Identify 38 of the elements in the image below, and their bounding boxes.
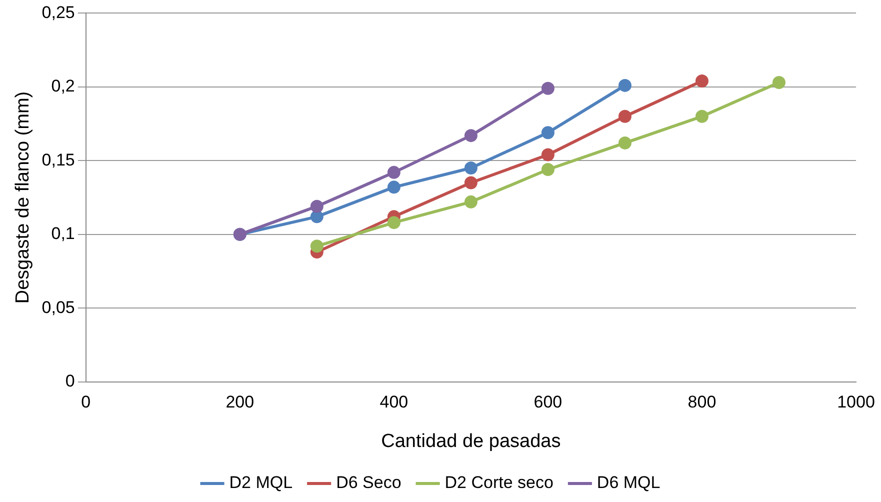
point [541,148,554,162]
point [618,78,632,92]
legend-label: D6 Seco [336,473,402,492]
y-tick-label: 0,15 [42,150,75,170]
y-tick-label: 0,05 [42,298,75,317]
x-axis-title: Cantidad de pasadas [381,430,561,452]
point [541,126,554,140]
point [310,240,324,253]
y-tick-label: 0,2 [51,76,75,96]
y-tick-label: 0,25 [42,2,75,22]
y-tick-label: 0,1 [51,224,75,244]
point [618,110,632,123]
x-tick-label: 600 [534,392,562,412]
x-tick-label: 400 [380,392,408,412]
y-tick-label: 0 [65,371,75,390]
y-axis-title: Desgaste de flanco (mm) [12,91,34,304]
legend-label: D6 MQL [596,473,660,492]
point [541,82,554,95]
point [464,129,478,142]
point [310,200,324,213]
point [387,216,400,230]
x-tick-label: 800 [688,392,716,412]
x-tick-label: 1000 [837,392,875,412]
point [464,195,478,208]
point [695,110,708,123]
point [310,210,324,224]
point [464,162,478,175]
x-tick-label: 0 [81,392,91,412]
point [464,176,478,190]
point [695,74,708,88]
point [541,162,554,176]
point [387,166,400,179]
x-tick-label: 200 [226,392,254,412]
point [772,76,786,89]
point [618,136,632,150]
point [387,180,400,194]
legend-label: D2 Corte seco [444,473,554,492]
legend-label: D2 MQL [229,473,293,492]
